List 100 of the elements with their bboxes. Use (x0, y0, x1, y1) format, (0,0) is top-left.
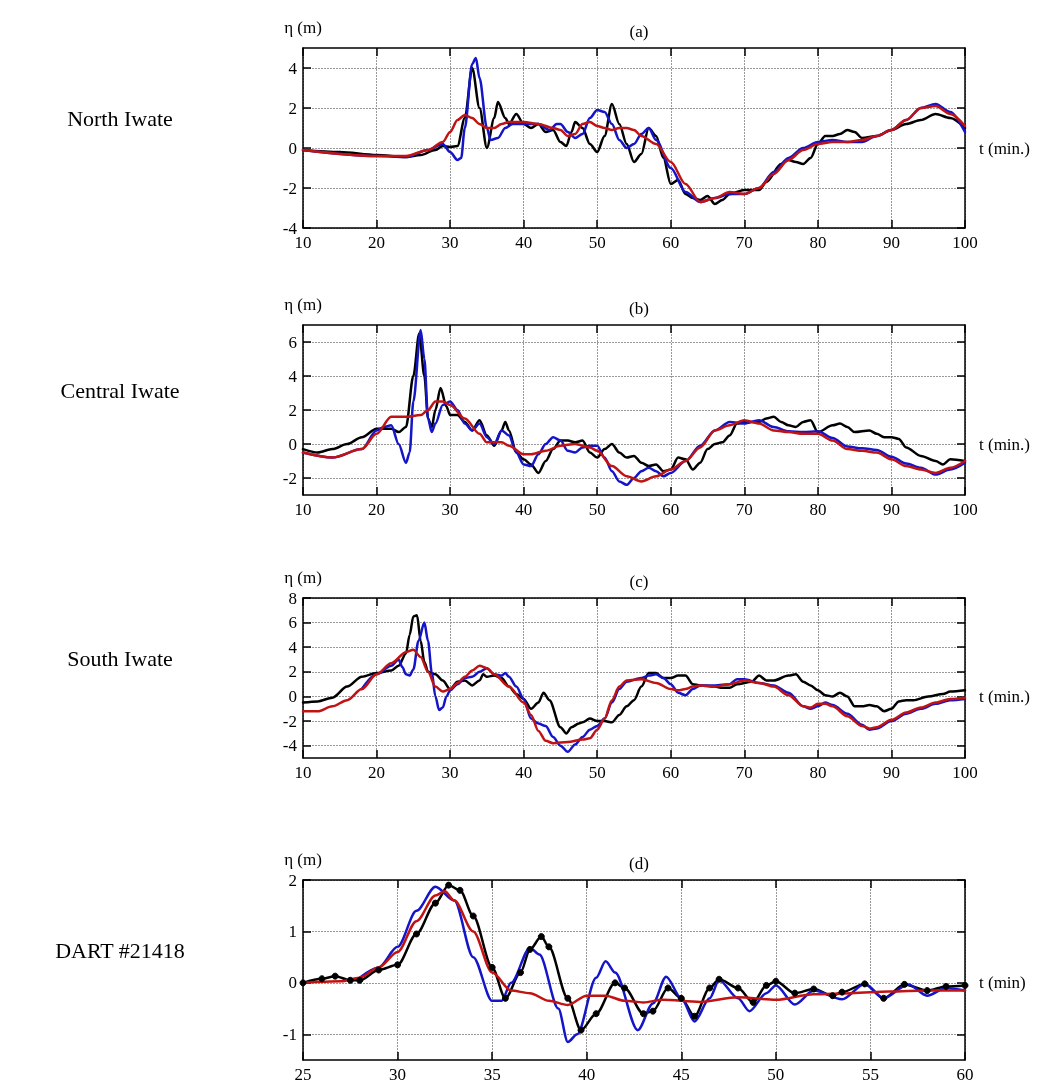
x-tick-label: 60 (956, 1065, 974, 1084)
point (356, 976, 364, 984)
point (880, 994, 888, 1002)
point (412, 930, 420, 938)
x-tick-label: 50 (767, 1065, 785, 1084)
text: Central Iwate (60, 377, 180, 403)
point (331, 972, 339, 980)
x-tick-label: 100 (952, 763, 978, 782)
line-series (301, 648, 967, 745)
y-tick-label: 4 (288, 366, 298, 386)
point (537, 933, 545, 941)
point (639, 1010, 647, 1018)
point (517, 969, 525, 977)
x-tick-label: 60 (662, 763, 680, 782)
point (456, 886, 464, 894)
point (691, 1012, 699, 1020)
y-tick-label: 1 (288, 921, 297, 941)
x-tick-label: 40 (515, 233, 533, 252)
x-axis-title: t (min.) (979, 138, 1030, 158)
y-tick-label: -2 (282, 178, 297, 198)
y-tick-label: 0 (288, 973, 297, 993)
x-tick-label: 40 (515, 763, 533, 782)
y-tick-label: 4 (288, 637, 298, 657)
x-tick-label: 30 (441, 500, 459, 519)
point (501, 994, 509, 1002)
point (749, 998, 757, 1006)
x-tick-label: 80 (809, 500, 827, 519)
x-tick-label: 10 (294, 500, 312, 519)
text: DART #21418 (55, 937, 185, 963)
point (621, 984, 629, 992)
point (664, 984, 672, 992)
y-axis-title: η (m) (284, 295, 322, 314)
text: North Iwate (67, 105, 173, 131)
point (592, 1010, 600, 1018)
point (829, 992, 837, 1000)
x-tick-label: 20 (368, 233, 386, 252)
x-tick-label: 80 (809, 763, 827, 782)
x-tick-label: 50 (588, 763, 606, 782)
x-tick-label: 40 (578, 1065, 596, 1084)
x-axis-title: t (min.) (979, 686, 1030, 706)
x-tick-label: 90 (882, 500, 900, 519)
y-axis-title: η (m) (284, 568, 322, 587)
y-tick-label: -2 (282, 468, 297, 488)
x-tick-label: 70 (735, 233, 753, 252)
y-tick-label: 2 (288, 98, 297, 118)
x-tick-label: 10 (294, 763, 312, 782)
point (445, 881, 453, 889)
x-tick-label: 45 (672, 1065, 690, 1084)
point (346, 976, 354, 984)
point (677, 994, 685, 1002)
x-tick-label: 50 (588, 233, 606, 252)
chart-title: (b) (629, 299, 649, 318)
x-tick-label: 25 (294, 1065, 312, 1084)
point (526, 945, 534, 953)
chart-title: (a) (629, 22, 649, 41)
point (545, 943, 553, 951)
point (772, 977, 780, 985)
point (791, 989, 799, 997)
y-tick-label: -4 (282, 736, 298, 756)
x-tick-label: 100 (952, 233, 978, 252)
x-tick-label: 55 (861, 1065, 879, 1084)
x-tick-label: 80 (809, 233, 827, 252)
x-tick-label: 30 (389, 1065, 407, 1084)
point (431, 899, 439, 907)
point (961, 981, 969, 989)
x-tick-label: 60 (662, 233, 680, 252)
point (318, 975, 326, 983)
x-tick-label: 40 (515, 500, 533, 519)
point (810, 985, 818, 993)
point (838, 988, 846, 996)
y-tick-label: 4 (288, 58, 298, 78)
text: South Iwate (67, 645, 173, 671)
point (861, 980, 869, 988)
chart-title: (d) (629, 854, 649, 873)
x-tick-label: 100 (952, 500, 978, 519)
x-tick-label: 20 (368, 500, 386, 519)
point (375, 966, 383, 974)
point (762, 981, 770, 989)
x-tick-label: 90 (882, 233, 900, 252)
x-tick-label: 70 (735, 763, 753, 782)
point (942, 982, 950, 990)
point (394, 961, 402, 969)
x-tick-label: 30 (441, 233, 459, 252)
x-tick-label: 50 (588, 500, 606, 519)
point (706, 984, 714, 992)
y-axis-title: η (m) (284, 850, 322, 869)
point (299, 979, 307, 987)
x-axis-title: t (min.) (979, 434, 1030, 454)
y-tick-label: -2 (282, 711, 297, 731)
x-tick-label: 35 (483, 1065, 501, 1084)
y-tick-label: 6 (288, 332, 297, 352)
x-tick-label: 30 (441, 763, 459, 782)
y-tick-label: 6 (288, 613, 297, 633)
point (564, 994, 572, 1002)
point (649, 1007, 657, 1015)
y-tick-label: 8 (288, 588, 297, 608)
point (734, 984, 742, 992)
point (577, 1026, 585, 1034)
y-tick-label: 2 (288, 662, 297, 682)
y-tick-label: 0 (288, 686, 297, 706)
